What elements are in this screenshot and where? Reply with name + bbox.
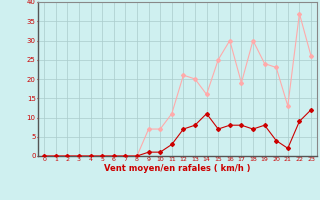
X-axis label: Vent moyen/en rafales ( km/h ): Vent moyen/en rafales ( km/h ): [104, 164, 251, 173]
